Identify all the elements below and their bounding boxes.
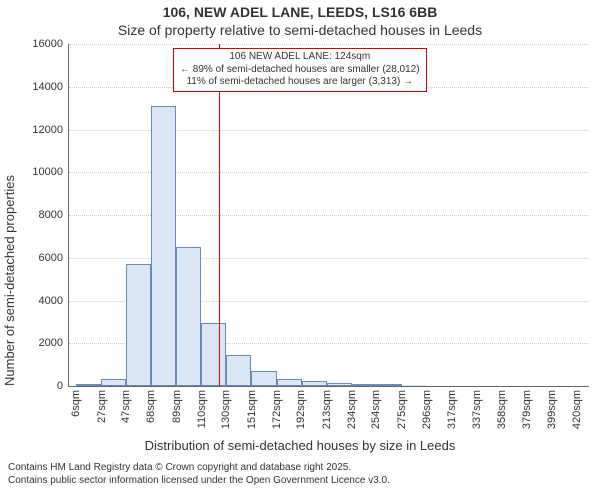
y-tick-label: 2000 — [39, 337, 63, 349]
histogram-bar — [352, 384, 377, 386]
y-tick-label: 10000 — [32, 166, 63, 178]
y-tick-label: 14000 — [32, 81, 63, 93]
y-axis-label: Number of semi-detached properties — [2, 175, 17, 386]
x-tick-label: 275sqm — [396, 390, 408, 429]
x-tick-label: 130sqm — [220, 390, 232, 429]
x-tick-label: 192sqm — [295, 390, 307, 429]
x-tick-label: 234sqm — [346, 390, 358, 429]
histogram-bar — [176, 247, 201, 386]
histogram-bar — [151, 106, 176, 386]
x-tick-label: 420sqm — [571, 390, 583, 429]
histogram-bar — [76, 384, 101, 386]
plot-area: 02000400060008000100001200014000160006sq… — [68, 44, 589, 387]
x-tick-label: 254sqm — [370, 390, 382, 429]
attribution-footer: Contains HM Land Registry data © Crown c… — [8, 462, 390, 487]
property-marker-line — [219, 44, 220, 386]
gridline — [69, 130, 589, 131]
gridline — [69, 44, 589, 45]
annotation-line3: 11% of semi-detached houses are larger (… — [180, 76, 420, 89]
y-tick-label: 8000 — [39, 209, 63, 221]
annotation-line2: ← 89% of semi-detached houses are smalle… — [180, 64, 420, 77]
x-tick-label: 6sqm — [70, 390, 82, 417]
y-tick-label: 4000 — [39, 295, 63, 307]
x-tick-label: 172sqm — [271, 390, 283, 429]
histogram-bar — [402, 385, 427, 386]
histogram-bar — [201, 323, 226, 386]
x-tick-label: 358sqm — [496, 390, 508, 429]
chart-title-line1: 106, NEW ADEL LANE, LEEDS, LS16 6BB — [0, 4, 600, 20]
footer-line1: Contains HM Land Registry data © Crown c… — [8, 462, 390, 475]
histogram-bar — [327, 383, 352, 386]
histogram-bar — [277, 379, 302, 386]
footer-line2: Contains public sector information licen… — [8, 475, 390, 488]
x-tick-label: 110sqm — [196, 390, 208, 428]
histogram-bar — [226, 355, 251, 386]
gridline — [69, 172, 589, 173]
annotation-line1: 106 NEW ADEL LANE: 124sqm — [180, 51, 420, 64]
gridline — [69, 215, 589, 216]
x-tick-label: 89sqm — [171, 390, 183, 423]
histogram-bar — [126, 264, 151, 386]
x-tick-label: 27sqm — [96, 390, 108, 423]
property-annotation-box: 106 NEW ADEL LANE: 124sqm ← 89% of semi-… — [173, 48, 427, 92]
x-tick-label: 337sqm — [471, 390, 483, 429]
histogram-bar — [251, 371, 276, 386]
x-tick-label: 317sqm — [446, 390, 458, 429]
histogram-bar — [302, 381, 327, 386]
gridline — [69, 258, 589, 259]
x-tick-label: 151sqm — [246, 390, 258, 429]
x-tick-label: 213sqm — [321, 390, 333, 429]
histogram-bar — [101, 379, 126, 386]
chart-container: 106, NEW ADEL LANE, LEEDS, LS16 6BB Size… — [0, 0, 600, 500]
y-tick-label: 0 — [57, 380, 63, 392]
x-tick-label: 379sqm — [521, 390, 533, 429]
y-tick-label: 6000 — [39, 252, 63, 264]
histogram-bar — [377, 384, 402, 386]
x-tick-label: 47sqm — [120, 390, 132, 423]
chart-title-line2: Size of property relative to semi-detach… — [0, 22, 600, 38]
x-tick-label: 68sqm — [145, 390, 157, 423]
x-tick-label: 399sqm — [546, 390, 558, 429]
y-tick-label: 16000 — [32, 38, 63, 50]
y-tick-label: 12000 — [32, 124, 63, 136]
x-axis-label: Distribution of semi-detached houses by … — [0, 438, 600, 453]
x-tick-label: 296sqm — [421, 390, 433, 429]
